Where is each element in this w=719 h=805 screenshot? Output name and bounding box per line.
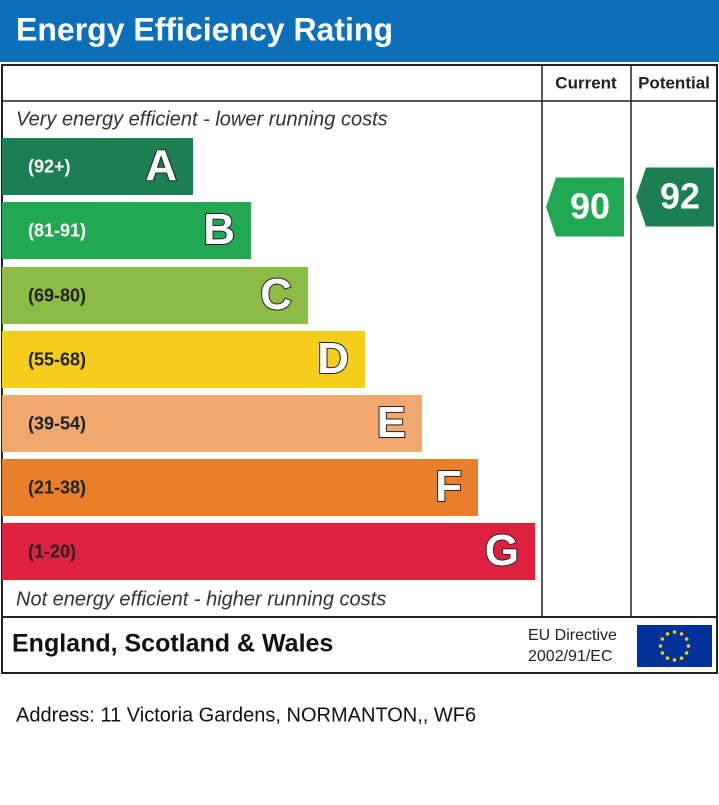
rating-arrow [546, 177, 624, 237]
star [672, 630, 677, 634]
band-range: (39-54) [28, 413, 86, 433]
band-bar [2, 395, 422, 452]
star [672, 658, 677, 662]
band-letter: G [485, 526, 519, 575]
directive: 2002/91/EC [528, 648, 613, 665]
address: Address: 11 Victoria Gardens, NORMANTON,… [16, 704, 476, 726]
band-range: (21-38) [28, 477, 86, 497]
star [665, 632, 670, 636]
band-bar [2, 138, 193, 195]
band-letter: B [203, 205, 235, 254]
band-bar [2, 202, 251, 259]
star [679, 656, 684, 660]
rating-arrow [636, 167, 714, 227]
top-note: Very energy efficient - lower running co… [16, 108, 388, 130]
star [665, 656, 670, 660]
band-bar [2, 523, 535, 580]
star [684, 637, 689, 641]
band-bar [2, 331, 365, 388]
column-header: Potential [638, 73, 710, 92]
directive: EU Directive [528, 627, 617, 644]
star [686, 644, 691, 648]
rating-value: 92 [660, 176, 700, 217]
chart-title: Energy Efficiency Rating [16, 11, 393, 47]
eu-flag [637, 625, 712, 667]
band-letter: A [145, 141, 177, 190]
rating-value: 90 [570, 186, 610, 227]
band-letter: F [435, 462, 462, 511]
bottom-note: Not energy efficient - higher running co… [16, 588, 386, 610]
star [679, 632, 684, 636]
band-range: (55-68) [28, 349, 86, 369]
band-letter: E [377, 398, 406, 447]
star [658, 644, 663, 648]
band-bar [2, 267, 308, 324]
band-range: (69-80) [28, 285, 86, 305]
title-bar [0, 0, 719, 62]
band-range: (92+) [28, 156, 71, 176]
column-header: Current [555, 73, 617, 92]
star [660, 651, 665, 655]
band-letter: D [317, 334, 349, 383]
band-bar [2, 459, 478, 516]
band-range: (1-20) [28, 541, 76, 561]
region: England, Scotland & Wales [12, 630, 333, 658]
band-letter: C [260, 270, 292, 319]
star [684, 651, 689, 655]
star [660, 637, 665, 641]
band-range: (81-91) [28, 220, 86, 240]
